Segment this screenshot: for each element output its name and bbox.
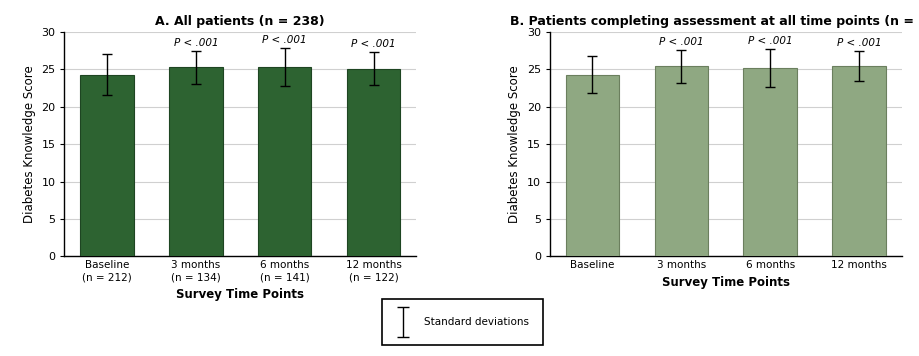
Title: B. Patients completing assessment at all time points (n = 74): B. Patients completing assessment at all… — [509, 15, 919, 28]
X-axis label: Survey Time Points: Survey Time Points — [661, 276, 789, 289]
Bar — [565, 75, 618, 256]
Bar — [346, 69, 400, 256]
Text: P < .001: P < .001 — [351, 39, 395, 49]
Text: P < .001: P < .001 — [658, 37, 703, 47]
X-axis label: Survey Time Points: Survey Time Points — [176, 288, 304, 302]
Bar — [257, 67, 311, 256]
Bar — [80, 75, 133, 256]
Text: P < .001: P < .001 — [174, 38, 218, 48]
Bar — [654, 67, 708, 256]
Text: P < .001: P < .001 — [262, 36, 307, 46]
Bar — [743, 68, 796, 256]
Text: P < .001: P < .001 — [835, 38, 880, 48]
Text: P < .001: P < .001 — [747, 36, 791, 46]
Y-axis label: Diabetes Knowledge Score: Diabetes Knowledge Score — [507, 65, 520, 223]
Text: Standard deviations: Standard deviations — [424, 317, 528, 327]
Title: A. All patients (n = 238): A. All patients (n = 238) — [155, 15, 324, 28]
Bar — [169, 67, 222, 256]
Y-axis label: Diabetes Knowledge Score: Diabetes Knowledge Score — [23, 65, 36, 223]
Bar — [832, 67, 885, 256]
FancyBboxPatch shape — [381, 299, 542, 345]
